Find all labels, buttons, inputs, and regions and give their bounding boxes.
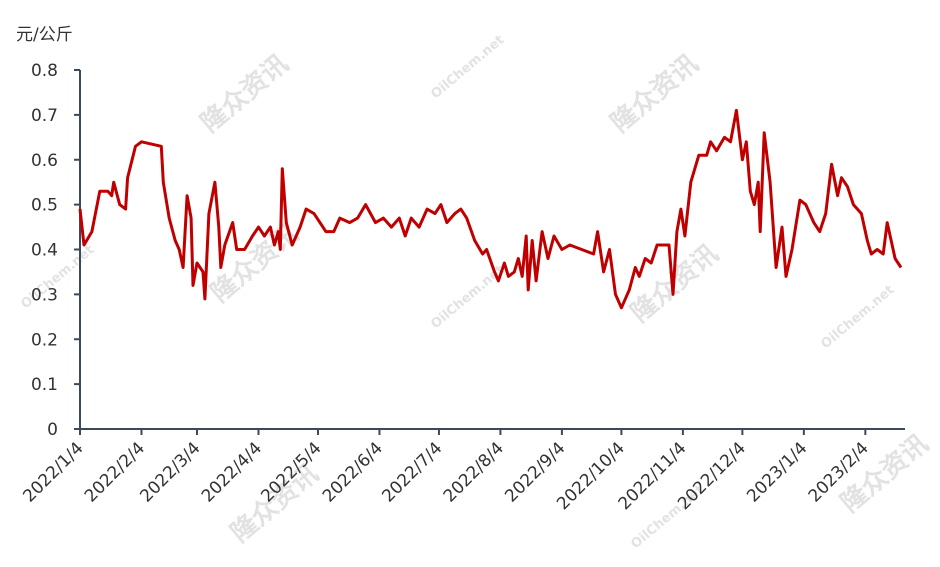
y-tick-label: 0.6 (31, 151, 58, 171)
y-tick-label: 0.1 (31, 375, 58, 395)
y-tick-label: 0.8 (31, 61, 58, 81)
y-tick-label: 0.7 (31, 106, 58, 126)
y-tick-label: 0 (47, 420, 58, 440)
x-tick-label: 2022/4/4 (198, 438, 266, 506)
x-tick-label: 2022/1/4 (19, 438, 87, 506)
y-tick-label: 0.3 (31, 285, 58, 305)
x-tick-label: 2022/8/4 (440, 438, 508, 506)
x-tick-label: 2022/6/4 (319, 438, 387, 506)
x-tick-label: 2022/3/4 (136, 438, 204, 506)
y-tick-label: 0.2 (31, 330, 58, 350)
watermark: 隆众资讯 (605, 49, 704, 139)
x-tick-label: 2022/7/4 (378, 438, 446, 506)
y-tick-label: 0.4 (31, 241, 58, 261)
x-tick-label: 2023/1/4 (743, 438, 811, 506)
x-tick-label: 2022/2/4 (81, 438, 149, 506)
watermark: 隆众资讯 (195, 49, 294, 139)
watermark: OilChem.net (818, 283, 897, 353)
y-axis-label: 元/公斤 (16, 25, 73, 45)
line (78, 108, 903, 310)
watermark: OilChem.net (428, 33, 507, 103)
y-tick-label: 0.5 (31, 196, 58, 216)
